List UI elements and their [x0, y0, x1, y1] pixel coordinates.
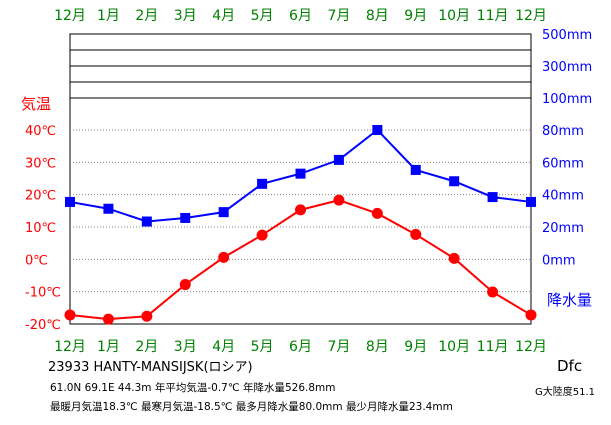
x-tick-label-bottom: 11月 [477, 339, 509, 355]
temperature-point [448, 252, 460, 264]
precipitation-point [141, 216, 152, 227]
precipitation-point [295, 168, 306, 179]
x-tick-label-bottom: 5月 [251, 339, 274, 355]
right-tick-label: 80mm [542, 124, 584, 139]
x-tick-label-top: 6月 [289, 8, 312, 24]
temperature-point [487, 286, 499, 298]
x-tick-label-bottom: 3月 [174, 339, 197, 355]
right-tick-label: 40mm [542, 189, 584, 204]
precipitation-point [449, 176, 460, 187]
temperature-point [371, 207, 383, 219]
x-tick-label-top: 5月 [251, 8, 274, 24]
x-tick-label-top: 10月 [438, 8, 470, 24]
station-name: 23933 HANTY-MANSIJSK(ロシア) [48, 360, 253, 375]
left-tick-label: 20℃ [25, 189, 56, 204]
temperature-point [295, 204, 306, 216]
precipitation-point [333, 154, 344, 165]
precipitation-point [103, 203, 114, 214]
x-tick-label-bottom: 2月 [135, 339, 158, 355]
right-tick-label: 0mm [542, 253, 576, 268]
right-tick-label: 500mm [542, 28, 592, 43]
right-tick-label: 20mm [542, 221, 584, 236]
x-tick-label-top: 2月 [135, 8, 158, 24]
chart-grid [69, 33, 532, 325]
temperature-point [141, 310, 153, 322]
x-tick-label-bottom: 12月 [54, 339, 86, 355]
temperature-point [179, 279, 191, 291]
left-tick-label: 30℃ [25, 156, 56, 171]
station-extremes: 最暖月気温18.3℃ 最寒月気温-18.5℃ 最多月降水量80.0mm 最少月降… [50, 401, 453, 413]
x-tick-label-bottom: 6月 [289, 339, 312, 355]
left-tick-label: -10℃ [25, 286, 61, 301]
x-tick-label-top: 4月 [212, 8, 235, 24]
temperature-point [410, 228, 422, 240]
left-axis-title: 気温 [21, 95, 51, 113]
climate-class: Dfc [557, 357, 583, 375]
x-tick-label-top: 12月 [54, 8, 86, 24]
left-tick-label: -20℃ [25, 318, 61, 333]
precipitation-point [65, 196, 75, 207]
x-tick-label-top: 7月 [327, 8, 350, 24]
x-tick-label-top: 12月 [515, 8, 547, 24]
x-tick-label-top: 8月 [366, 8, 389, 24]
chart-axes: 12月 12月 1月 1月 2月 2月 3月 3月 4月 4月 5月 5月 6月 6月 7月 7月 8月 8月 9月… [21, 8, 592, 355]
x-tick-label-bottom: 4月 [212, 339, 235, 355]
temperature-point [256, 229, 268, 241]
left-tick-label: 0℃ [25, 253, 48, 268]
continentality-index: G大陸度51.1 [535, 387, 596, 398]
chart-series [64, 125, 537, 325]
temperature-point [102, 313, 114, 325]
x-tick-label-bottom: 7月 [327, 339, 350, 355]
precipitation-point [410, 164, 421, 175]
x-tick-label-top: 11月 [477, 8, 509, 24]
temperature-point [218, 251, 230, 263]
x-tick-label-top: 1月 [97, 8, 120, 24]
precipitation-point [180, 212, 191, 223]
right-tick-label: 300mm [542, 60, 592, 75]
right-tick-label: 60mm [542, 156, 584, 171]
x-tick-label-bottom: 12月 [515, 339, 547, 355]
x-tick-label-bottom: 1月 [97, 339, 120, 355]
x-tick-label-bottom: 8月 [366, 339, 389, 355]
right-axis-title: 降水量 [547, 291, 592, 309]
x-tick-label-bottom: 9月 [404, 339, 427, 355]
temperature-point [525, 309, 537, 321]
precipitation-point [218, 207, 229, 218]
precipitation-point [257, 178, 268, 189]
precipitation-point [487, 192, 498, 203]
left-tick-label: 10℃ [25, 221, 56, 236]
left-tick-label: 40℃ [25, 124, 56, 139]
right-tick-label: 100mm [542, 92, 592, 107]
temperature-point [64, 309, 76, 321]
precipitation-point [526, 196, 536, 207]
x-tick-label-top: 3月 [174, 8, 197, 24]
station-summary: 61.0N 69.1E 44.3m 年平均気温-0.7℃ 年降水量526.8mm [50, 382, 336, 394]
x-tick-label-top: 9月 [404, 8, 427, 24]
precipitation-point [372, 125, 383, 135]
x-tick-label-bottom: 10月 [438, 339, 470, 355]
temperature-point [333, 194, 345, 206]
plot-frame [69, 33, 532, 325]
